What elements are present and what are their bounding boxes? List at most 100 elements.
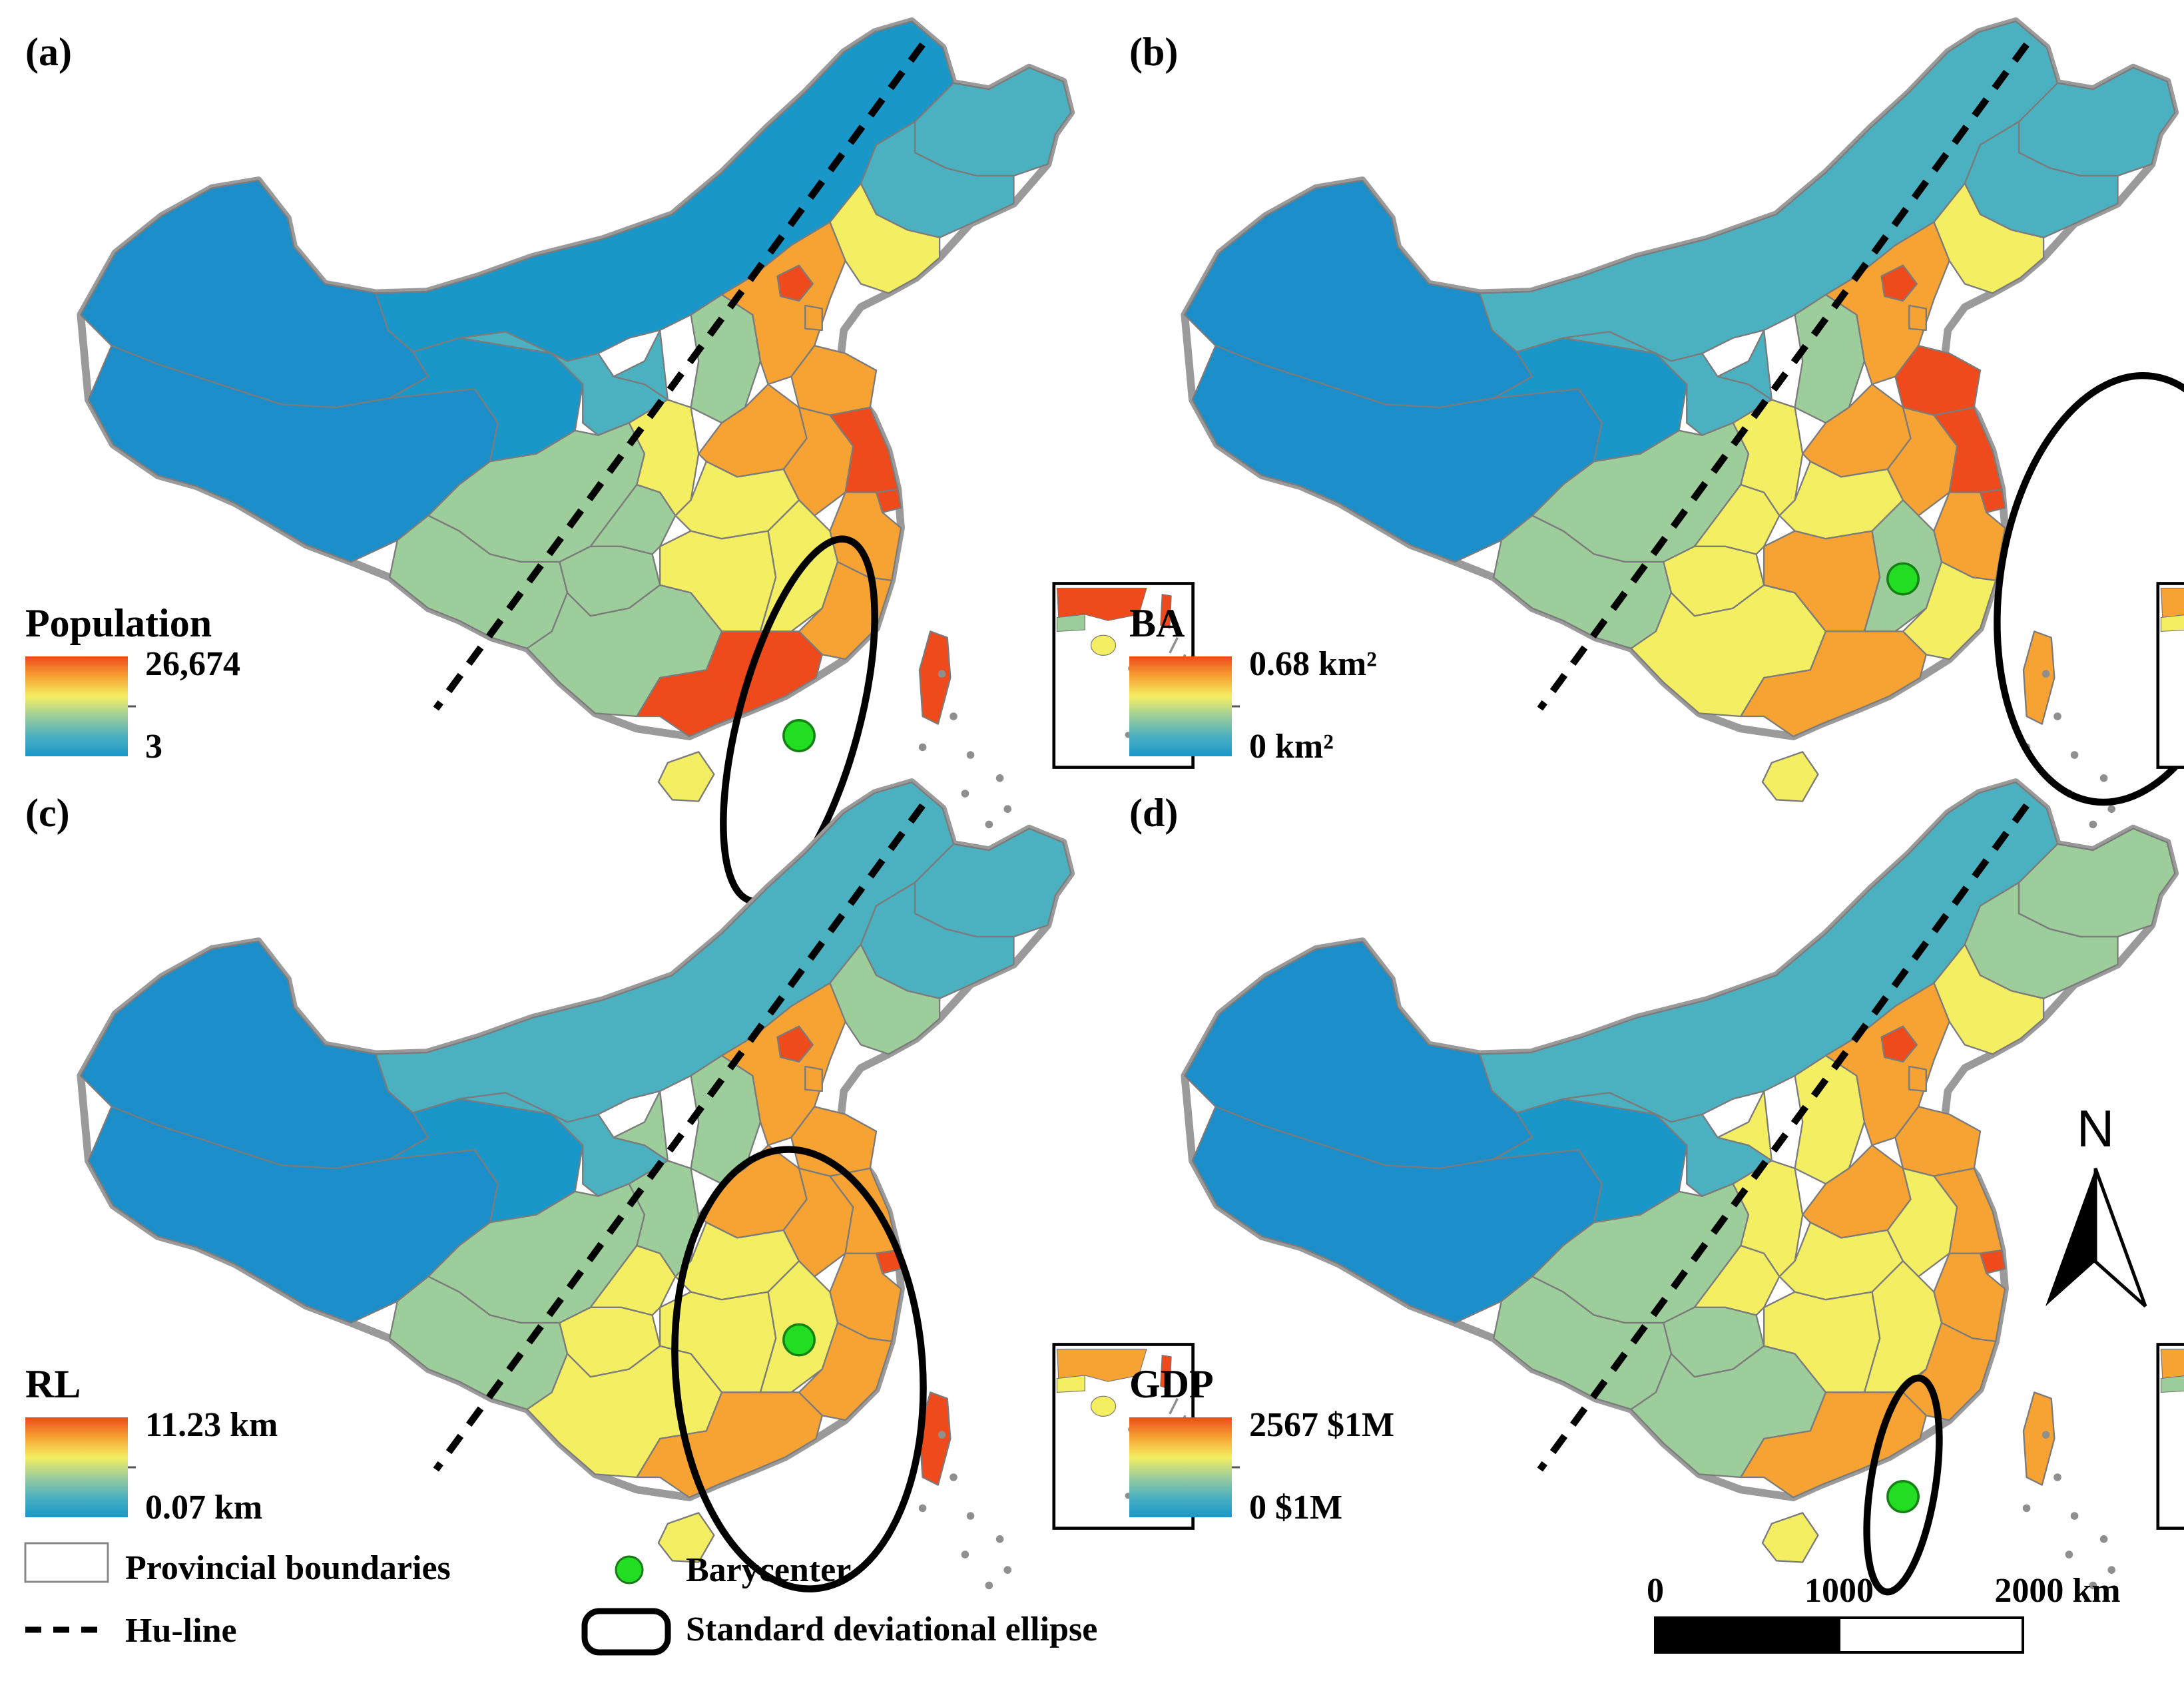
- province-tj: [1908, 304, 1927, 332]
- provincial-boundaries-label: Provincial boundaries: [125, 1549, 451, 1587]
- island-dot: [985, 1581, 993, 1590]
- provincial-boundary-swatch: [24, 1542, 109, 1583]
- china-map: [77, 17, 1195, 905]
- island-dot: [966, 751, 975, 759]
- barycenter-label: Barycenter: [686, 1551, 851, 1589]
- panel-d: (d) GDP 2567 $1M 0 $1M: [1129, 778, 2184, 1596]
- province-fj: [798, 561, 893, 660]
- island-dot: [2089, 820, 2097, 829]
- scale-tick-0: 0: [1647, 1572, 1664, 1610]
- island-dot: [2107, 1566, 2115, 1574]
- province-tw: [2022, 630, 2055, 725]
- legend-min: 0 $1M: [1249, 1489, 1342, 1527]
- island-dot: [1003, 805, 1011, 813]
- island-dot: [938, 1431, 946, 1439]
- province-ln: [1933, 182, 2045, 294]
- province-nx: [613, 1090, 669, 1162]
- province-tw: [918, 630, 952, 725]
- island-dot: [950, 1473, 957, 1481]
- legend-max: 26,674: [145, 645, 240, 683]
- barycenter-point: [1886, 562, 1920, 596]
- province-nx: [613, 329, 669, 401]
- legend-max: 0.68 km²: [1249, 645, 1377, 683]
- north-arrow-left-half: [2046, 1168, 2095, 1306]
- scale-tick-2000: 2000 km: [1994, 1572, 2120, 1610]
- panel-label: (b): [1129, 30, 1178, 74]
- province-fj: [798, 1322, 893, 1421]
- legend-title: BA: [1129, 601, 1185, 645]
- province-bj: [1880, 1025, 1918, 1063]
- hu-line: [1537, 803, 2030, 1472]
- island-dot: [985, 820, 993, 829]
- island-dot: [2070, 1512, 2079, 1520]
- barycenter-point: [1886, 1480, 1920, 1513]
- china-map: [77, 778, 1195, 1592]
- province-nx: [1717, 1090, 1773, 1162]
- bottom-legend: Provincial boundaries Hu-line Barycenter…: [24, 1542, 1097, 1656]
- scale-tick-1000: 1000: [1804, 1572, 1874, 1610]
- panel-b: (b) BA 0.68 km² 0 km²: [1129, 17, 2184, 829]
- island-dot: [2022, 1504, 2031, 1513]
- hu-line: [433, 803, 926, 1472]
- scale-bar: 0 1000 2000 km: [1647, 1572, 2121, 1654]
- island-dot: [995, 774, 1004, 782]
- province-tw: [2022, 1391, 2055, 1486]
- legend-min: 3: [145, 728, 162, 766]
- province-han: [657, 1512, 715, 1563]
- island-dot: [938, 670, 946, 678]
- hu-line-label: Hu-line: [125, 1612, 237, 1650]
- island-dot: [2089, 1581, 2097, 1590]
- panel-label: (a): [25, 30, 72, 74]
- scale-segment-white: [1838, 1616, 2024, 1654]
- barycenter-swatch: [615, 1555, 644, 1584]
- panel-label: (d): [1129, 791, 1178, 835]
- province-gd: [636, 1391, 823, 1499]
- province-tj: [804, 304, 823, 332]
- province-fj: [1902, 561, 1997, 660]
- china-map: [1181, 778, 2184, 1596]
- south-china-sea-inset: [2156, 582, 2184, 769]
- province-han: [657, 751, 715, 802]
- island-dot: [966, 1512, 975, 1520]
- island-dot: [918, 743, 927, 752]
- island-dot: [918, 1504, 927, 1513]
- island-dot: [961, 790, 969, 798]
- north-arrow-label: N: [2077, 1099, 2114, 1158]
- ellipse-label: Standard deviational ellipse: [686, 1610, 1097, 1648]
- province-bj: [776, 264, 814, 302]
- island-dot: [961, 1551, 969, 1559]
- province-han: [1761, 1512, 1819, 1563]
- island-dot: [2053, 712, 2061, 720]
- north-arrow-right-half: [2093, 1168, 2147, 1308]
- island-dot: [995, 1535, 1004, 1543]
- province-gd: [1740, 630, 1927, 738]
- colour-ramp: [1129, 656, 1232, 756]
- legend-min: 0 km²: [1249, 728, 1334, 766]
- island-dot: [2070, 751, 2079, 759]
- hu-line: [1537, 42, 2030, 711]
- barycenter-point: [782, 1323, 816, 1357]
- island-dot: [2107, 805, 2115, 813]
- province-bj: [776, 1025, 814, 1063]
- hu-line: [433, 42, 926, 711]
- island-dot: [2099, 1535, 2108, 1543]
- province-ln: [829, 182, 941, 294]
- island-dot: [2099, 774, 2108, 782]
- deviational-ellipse: [671, 1146, 927, 1592]
- scale-segment-black: [1654, 1616, 1840, 1654]
- legend-max: 11.23 km: [145, 1406, 278, 1444]
- deviational-ellipse: [1863, 1374, 1943, 1596]
- island-dot: [2053, 1473, 2061, 1481]
- province-han: [1761, 751, 1819, 802]
- deviational-ellipse: [1994, 371, 2184, 806]
- legend-title: RL: [25, 1362, 81, 1406]
- island-dot: [2042, 1431, 2050, 1439]
- province-tj: [1908, 1065, 1927, 1092]
- province-tj: [804, 1065, 823, 1092]
- south-china-sea-inset: [2156, 1343, 2184, 1530]
- province-ln: [829, 943, 941, 1055]
- legend-title: Population: [25, 601, 212, 645]
- barycenter-point: [782, 719, 816, 752]
